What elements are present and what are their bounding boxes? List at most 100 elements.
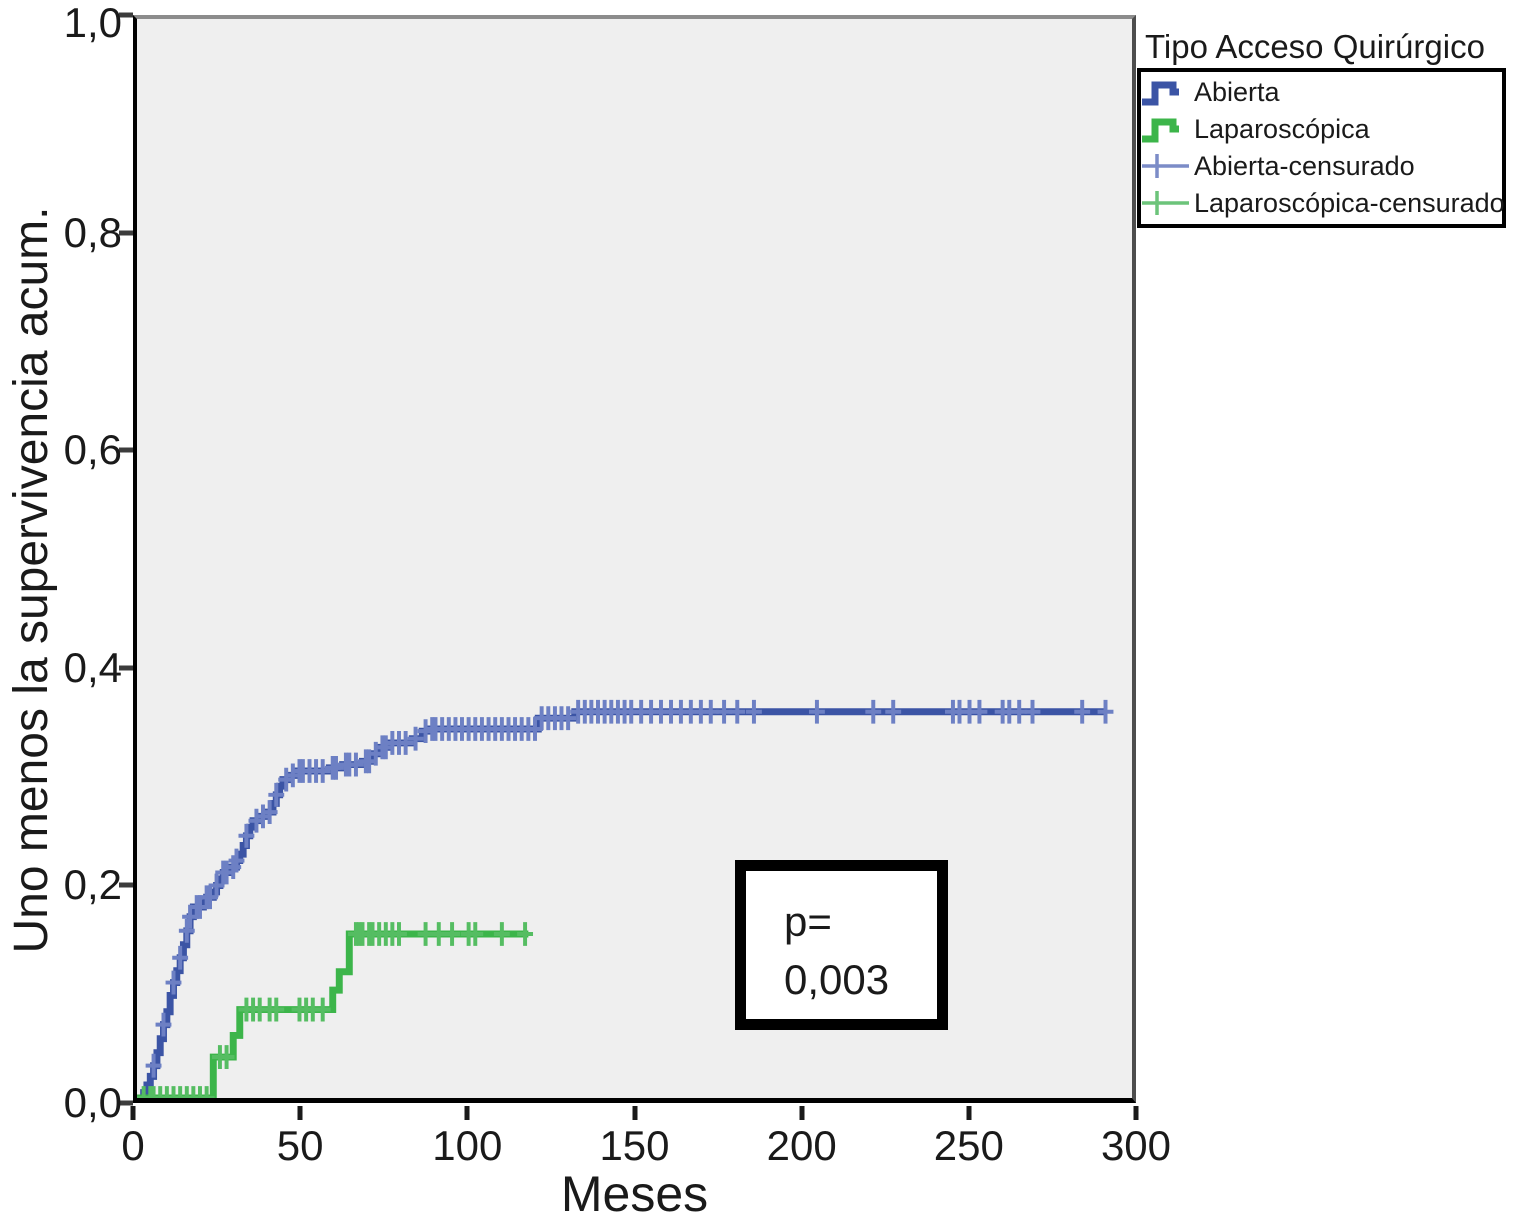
censor-mark-laparoscopica	[178, 1086, 195, 1098]
legend-title: Tipo Acceso Quirúrgico	[1145, 28, 1485, 65]
censor-mark-laparoscopica	[142, 1086, 159, 1098]
y-tick-mark	[119, 447, 133, 453]
censor-mark-laparoscopica	[198, 1086, 215, 1098]
y-tick-label: 0,8	[63, 208, 122, 256]
censor-mark-abierta	[560, 706, 577, 731]
censor-mark-laparoscopica	[268, 997, 285, 1022]
p-value-number: 0,003	[784, 956, 890, 1003]
censor-mark-abierta	[1024, 699, 1041, 724]
x-tick-mark	[297, 1106, 303, 1120]
legend-symbol-path	[1142, 81, 1179, 106]
y-tick-mark	[119, 1100, 133, 1106]
censor-mark-laparoscopica	[152, 1086, 169, 1098]
plot-canvas	[137, 699, 1114, 1098]
x-tick-label: 300	[1100, 1122, 1172, 1169]
step-line-icon	[1142, 81, 1179, 106]
censor-mark-laparoscopica	[444, 922, 461, 946]
y-tick-mark	[119, 665, 133, 671]
y-tick-label: 0,0	[63, 1079, 122, 1126]
censor-mark-abierta	[228, 848, 245, 873]
x-tick-label: 250	[933, 1122, 1004, 1169]
censored-plus-icon	[1142, 191, 1189, 216]
censor-mark-laparoscopica	[172, 1086, 189, 1098]
censor-mark-abierta	[407, 726, 424, 751]
censor-mark-abierta	[208, 873, 225, 898]
censor-mark-laparoscopica	[165, 1086, 182, 1098]
legend-symbol-path	[1142, 191, 1189, 216]
censor-mark-abierta	[314, 759, 331, 783]
step-line-icon	[1142, 118, 1179, 143]
x-tick-mark	[632, 1106, 637, 1120]
series-line-abierta	[137, 708, 1106, 1098]
legend-item-laparoscpica: Laparoscópica	[1141, 112, 1502, 148]
censor-mark-laparoscopica	[185, 1086, 202, 1098]
legend-symbol-path	[1142, 118, 1179, 143]
x-tick-label: 50	[276, 1122, 324, 1169]
censor-mark-abierta	[165, 970, 182, 995]
p-value-box: p= 0,003	[735, 860, 948, 1030]
censor-mark-abierta	[145, 1053, 162, 1078]
x-tick-label: 100	[432, 1122, 503, 1169]
legend-item-label: Abierta-censurado	[1194, 150, 1415, 181]
censored-plus-icon	[1142, 154, 1189, 179]
censor-mark-laparoscopica	[137, 1086, 152, 1098]
censor-mark-laparoscopica	[218, 1045, 235, 1069]
censor-mark-laparoscopica	[391, 922, 407, 946]
x-tick-mark	[1133, 1106, 1139, 1120]
legend-item-label: Laparoscópica-censurado	[1194, 187, 1505, 218]
censor-mark-abierta	[865, 699, 882, 724]
legend-item-abierta-censurado: Abierta-censurado	[1141, 148, 1502, 184]
y-tick-mark	[119, 230, 133, 236]
censor-mark-abierta	[746, 699, 762, 724]
censor-mark-laparoscopica	[192, 1086, 208, 1098]
legend-item-label: Abierta	[1194, 77, 1280, 108]
censor-mark-abierta	[808, 699, 825, 724]
censor-mark-laparoscopica	[314, 997, 331, 1022]
x-tick-mark	[966, 1106, 972, 1120]
censor-mark-laparoscopica	[467, 922, 484, 946]
y-tick-mark	[119, 12, 133, 18]
legend-item-label: Laparoscópica	[1194, 114, 1370, 145]
censor-mark-laparoscopica	[145, 1086, 162, 1098]
legend-box: Abierta Laparoscópica Abierta-censurado Lap…	[1137, 68, 1506, 228]
censor-mark-laparoscopica	[517, 922, 534, 946]
x-axis-title: Meses	[560, 1166, 709, 1222]
legend-item-laparoscpica-censurado: Laparoscópica-censurado	[1141, 185, 1505, 221]
plot-area	[133, 15, 1136, 1103]
x-tick-mark	[799, 1106, 805, 1120]
censor-mark-abierta	[328, 755, 344, 780]
censor-mark-abierta	[155, 1012, 172, 1037]
censor-mark-abierta	[729, 699, 746, 724]
x-tick-mark	[464, 1106, 470, 1120]
censor-mark-laparoscopica	[158, 1086, 175, 1098]
x-tick-label: 150	[599, 1122, 670, 1169]
x-tick-mark	[130, 1106, 136, 1120]
censor-mark-abierta	[268, 782, 285, 807]
y-tick-label: 1,0	[63, 0, 122, 46]
censor-mark-abierta	[971, 699, 988, 724]
censor-mark-abierta	[261, 800, 278, 824]
p-value-label: p=	[784, 898, 832, 945]
censor-mark-abierta	[238, 823, 255, 848]
legend-item-abierta: Abierta	[1141, 75, 1502, 111]
x-tick-label: 0	[121, 1122, 145, 1169]
legend-symbol-path	[1142, 154, 1189, 179]
censor-mark-abierta	[702, 699, 719, 724]
censor-mark-abierta	[348, 752, 364, 777]
censor-mark-abierta	[885, 699, 902, 724]
censor-mark-abierta	[1074, 699, 1091, 724]
y-tick-label: 0,4	[63, 643, 122, 691]
censor-mark-abierta	[397, 731, 414, 755]
censor-mark-abierta	[1011, 699, 1028, 724]
y-tick-label: 0,2	[63, 861, 122, 909]
y-tick-label: 0,6	[63, 426, 122, 474]
y-tick-mark	[119, 882, 133, 888]
censor-mark-laparoscopica	[493, 922, 510, 946]
x-tick-label: 200	[766, 1122, 837, 1169]
series-line-laparoscopica	[137, 930, 529, 1098]
censor-mark-laparoscopica	[430, 922, 447, 946]
censor-mark-abierta	[1097, 699, 1114, 724]
censor-mark-abierta	[172, 945, 189, 970]
censor-mark-abierta	[178, 918, 195, 943]
